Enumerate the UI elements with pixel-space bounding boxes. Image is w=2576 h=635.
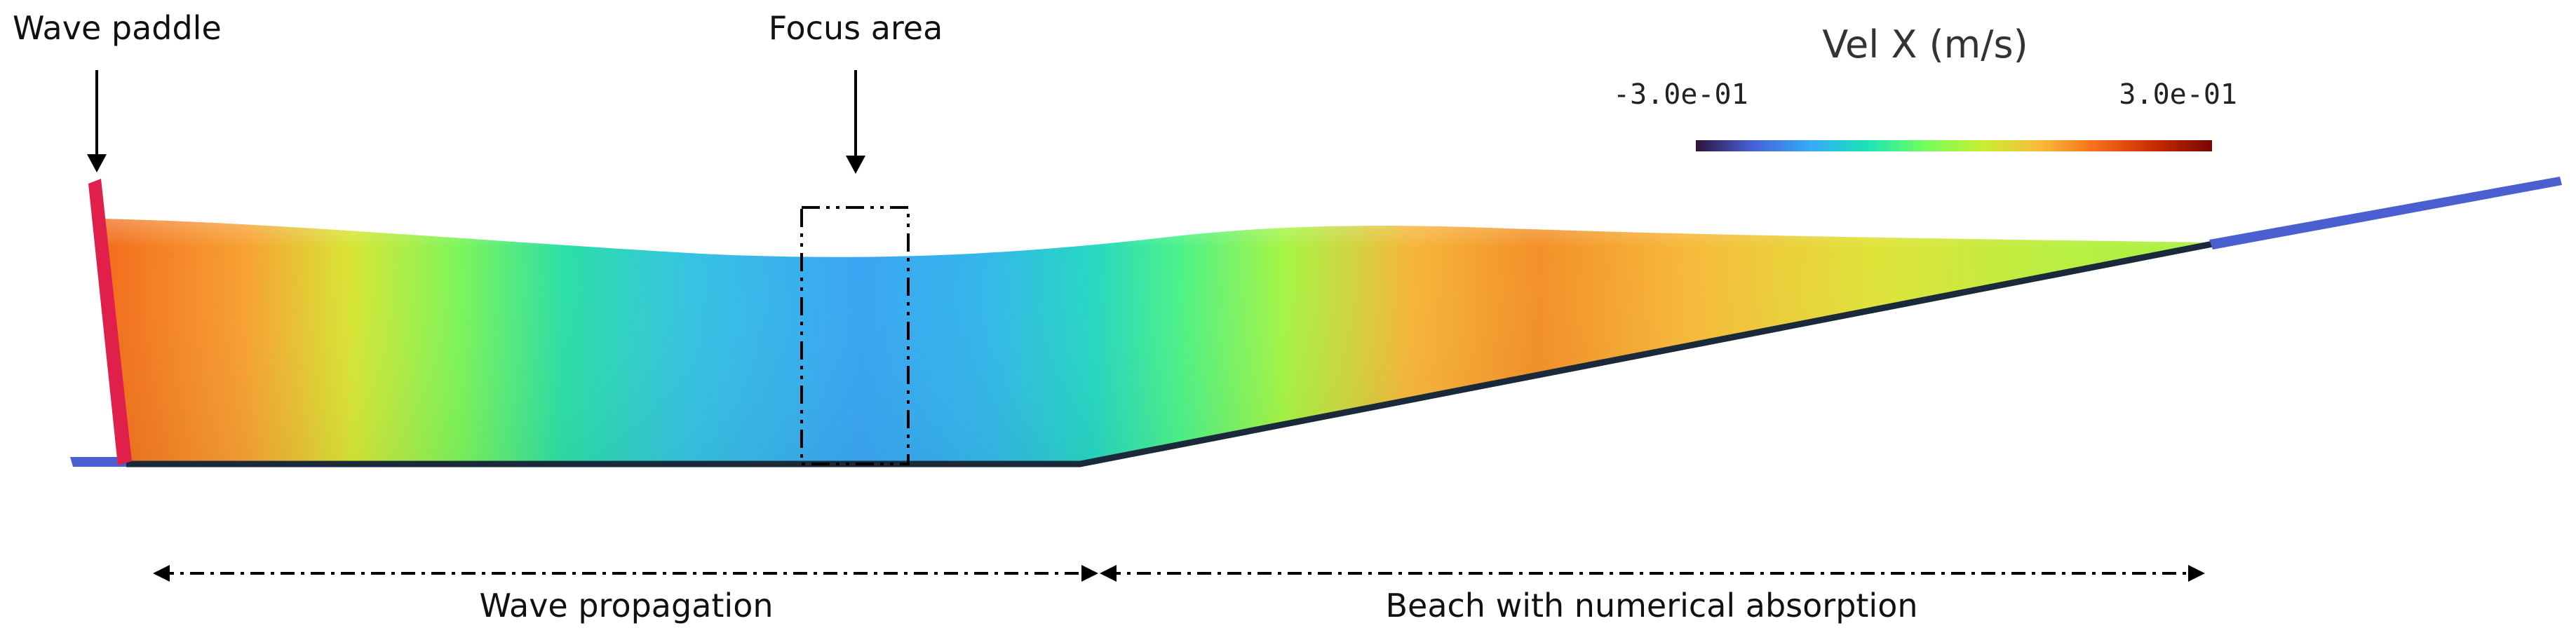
beach-arrowhead-right — [2188, 565, 2205, 582]
colorbar-title: Vel X (m/s) — [1822, 22, 2028, 67]
focus-area-arrowhead — [846, 156, 865, 174]
focus-area-box — [800, 206, 910, 465]
wave-propagation-arrowhead-right — [1081, 565, 1098, 582]
beach-label: Beach with numerical absorption — [1385, 587, 1917, 624]
wave-paddle-arrowhead — [87, 154, 107, 172]
water-surface-shade — [102, 219, 2209, 463]
wave-paddle-label: Wave paddle — [13, 9, 222, 47]
wave-propagation-arrowhead-left — [153, 565, 170, 582]
beach-extension — [2209, 177, 2562, 250]
tank-floor — [126, 240, 2213, 467]
beach-arrowhead-left — [1100, 565, 1117, 582]
colorbar — [1696, 140, 2212, 151]
colorbar-min-label: -3.0e-01 — [1613, 78, 1748, 111]
wave-propagation-label: Wave propagation — [479, 587, 773, 624]
colorbar-max-label: 3.0e-01 — [2119, 78, 2237, 111]
focus-area-label: Focus area — [769, 9, 943, 47]
tank-floor-left-stub — [70, 457, 130, 467]
wave-paddle — [88, 179, 132, 465]
